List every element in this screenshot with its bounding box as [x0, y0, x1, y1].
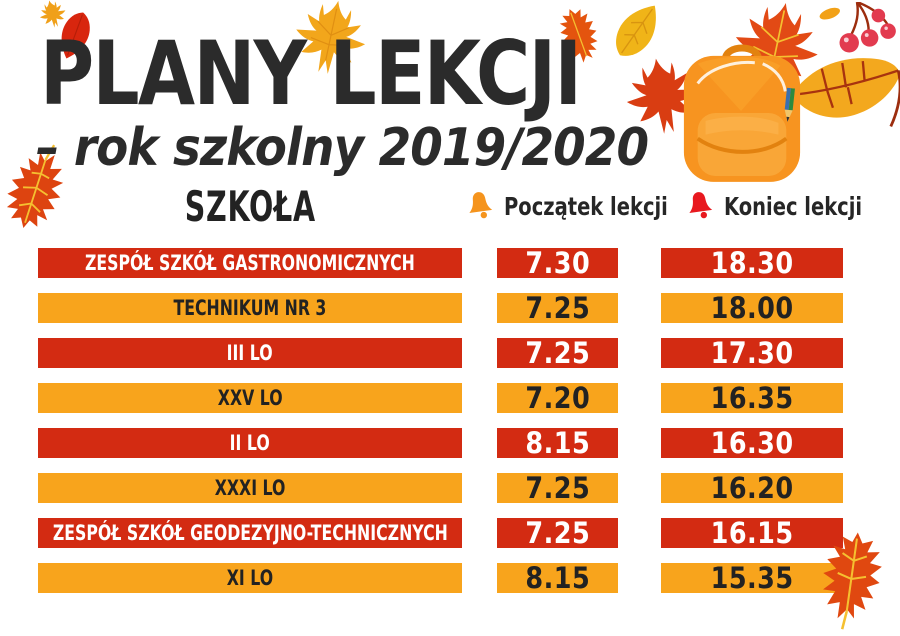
start-time-cell: 7.25: [497, 291, 618, 325]
start-time: 8.15: [525, 426, 590, 460]
table-row: III LO 7.25 17.30: [0, 336, 900, 370]
start-time-cell: 7.30: [497, 246, 618, 280]
end-time: 16.30: [710, 426, 794, 460]
start-time-cell: 7.25: [497, 516, 618, 550]
school-name: XI LO: [226, 566, 274, 590]
page-subtitle: – rok szkolny 2019/2020: [36, 118, 649, 178]
start-time: 8.15: [525, 561, 590, 595]
end-time-cell: 17.30: [661, 336, 843, 370]
table-row: XXV LO 7.20 16.35: [0, 381, 900, 415]
end-time: 18.30: [710, 246, 794, 280]
start-time-cell: 7.25: [497, 471, 618, 505]
start-time: 7.25: [525, 516, 590, 550]
school-name-cell: TECHNIKUM NR 3: [38, 293, 462, 323]
school-name: II LO: [229, 431, 271, 455]
bell-red-icon: [689, 192, 713, 219]
bell-orange-icon: [469, 192, 493, 219]
school-name-cell: XXXI LO: [38, 473, 462, 503]
end-time-cell: 18.30: [661, 246, 843, 280]
end-time: 16.35: [710, 381, 794, 415]
legend-start-lessons: Początek lekcji: [466, 190, 714, 222]
end-time-cell: 16.30: [661, 426, 843, 460]
start-time-cell: 8.15: [497, 426, 618, 460]
school-name-cell: III LO: [38, 338, 462, 368]
legend-end-label: Koniec lekcji: [724, 191, 863, 221]
end-time-cell: 16.20: [661, 471, 843, 505]
school-name-cell: XI LO: [38, 563, 462, 593]
column-header-school: SZKOŁA: [184, 182, 316, 231]
end-time: 18.00: [710, 291, 794, 325]
school-name: XXV LO: [217, 386, 283, 410]
start-time-cell: 7.25: [497, 336, 618, 370]
table-row: II LO 8.15 16.30: [0, 426, 900, 460]
table-row: XI LO 8.15 15.35: [0, 561, 900, 595]
start-time-cell: 7.20: [497, 381, 618, 415]
end-time: 16.15: [710, 516, 794, 550]
school-name: III LO: [227, 341, 273, 365]
start-time: 7.25: [525, 291, 590, 325]
school-name-cell: ZESPÓŁ SZKÓŁ GASTRONOMICZNYCH: [38, 248, 462, 278]
end-time-cell: 16.35: [661, 381, 843, 415]
start-time: 7.30: [525, 246, 590, 280]
table-row: ZESPÓŁ SZKÓŁ GEODEZYJNO-TECHNICZNYCH 7.2…: [0, 516, 900, 550]
legend-end-lessons: Koniec lekcji: [686, 190, 900, 222]
school-name: ZESPÓŁ SZKÓŁ GASTRONOMICZNYCH: [85, 251, 415, 275]
end-time: 16.20: [710, 471, 794, 505]
table-row: TECHNIKUM NR 3 7.25 18.00: [0, 291, 900, 325]
school-name-cell: ZESPÓŁ SZKÓŁ GEODEZYJNO-TECHNICZNYCH: [38, 518, 462, 548]
table-row: ZESPÓŁ SZKÓŁ GASTRONOMICZNYCH 7.30 18.30: [0, 246, 900, 280]
school-name: XXXI LO: [214, 476, 286, 500]
end-time-cell: 18.00: [661, 291, 843, 325]
end-time: 15.35: [710, 561, 794, 595]
start-time: 7.25: [525, 471, 590, 505]
end-time-cell: 15.35: [661, 561, 843, 595]
end-time: 17.30: [710, 336, 794, 370]
school-name: TECHNIKUM NR 3: [173, 296, 327, 320]
school-name-cell: XXV LO: [38, 383, 462, 413]
table-row: XXXI LO 7.25 16.20: [0, 471, 900, 505]
legend-start-label: Początek lekcji: [504, 191, 668, 221]
school-name: ZESPÓŁ SZKÓŁ GEODEZYJNO-TECHNICZNYCH: [52, 521, 448, 545]
start-time: 7.20: [525, 381, 590, 415]
start-time: 7.25: [525, 336, 590, 370]
start-time-cell: 8.15: [497, 561, 618, 595]
end-time-cell: 16.15: [661, 516, 843, 550]
school-name-cell: II LO: [38, 428, 462, 458]
